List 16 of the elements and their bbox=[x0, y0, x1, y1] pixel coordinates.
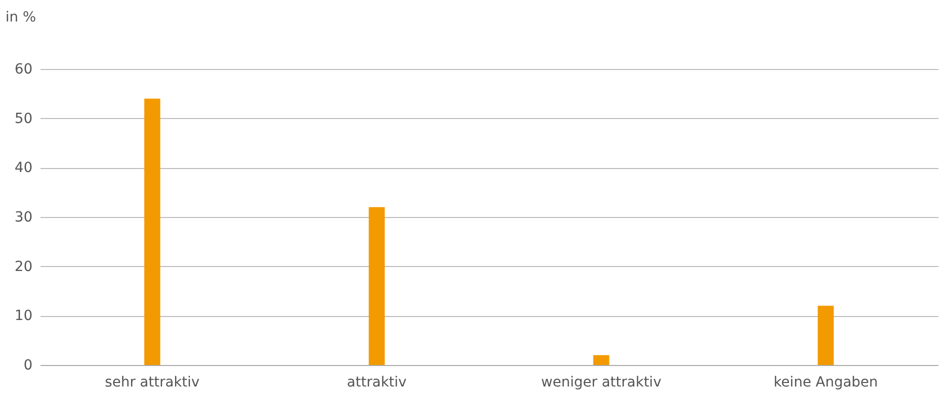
y-tick-label: 50 bbox=[14, 110, 32, 127]
y-tick-label: 30 bbox=[14, 210, 32, 226]
bar bbox=[593, 355, 610, 365]
y-axis-title: in % bbox=[6, 10, 36, 26]
x-tick-label: sehr attraktiv bbox=[104, 374, 200, 390]
bar bbox=[818, 306, 834, 365]
x-tick-label: keine Angaben bbox=[774, 374, 878, 390]
y-tick-label: 10 bbox=[14, 308, 32, 324]
y-tick-label: 0 bbox=[24, 358, 32, 374]
y-tick-label: 20 bbox=[14, 258, 32, 275]
bar bbox=[144, 98, 160, 365]
x-tick-label: weniger attraktiv bbox=[541, 374, 662, 390]
x-tick-label: attraktiv bbox=[346, 374, 407, 390]
y-tick-label: 40 bbox=[14, 160, 32, 176]
y-tick-label: 60 bbox=[14, 62, 32, 78]
bar bbox=[368, 207, 385, 365]
